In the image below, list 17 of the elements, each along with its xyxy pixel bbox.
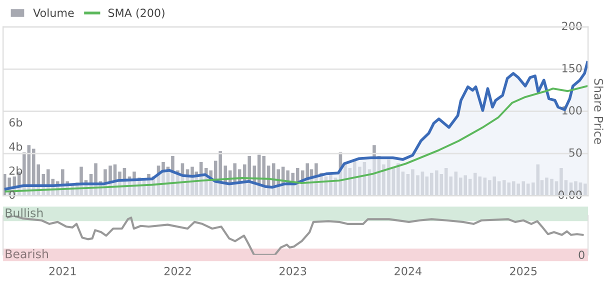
band-label: Bullish (6, 208, 43, 218)
y2-tick-label: 50 (569, 148, 582, 157)
legend-label: Volume (33, 8, 74, 18)
x-tick-label: 2025 (510, 266, 537, 276)
y2-axis-title: Share Price (594, 78, 604, 144)
band-label: Bearish (6, 249, 48, 258)
x-tick-label: 2022 (164, 266, 191, 276)
x-tick-label: 2024 (394, 266, 422, 276)
legend-label: SMA (200) (108, 8, 164, 18)
x-tick-label: 2021 (49, 266, 76, 276)
y2-tick-label: 150 (562, 64, 582, 72)
x-tick-label: 2023 (280, 266, 306, 276)
y-tick-label: 6b (9, 118, 22, 127)
y-tick-label: 2b (9, 166, 22, 175)
annotation: 0 (578, 250, 584, 260)
y-tick-label: 4b (9, 142, 22, 151)
line-series (4, 85, 588, 192)
